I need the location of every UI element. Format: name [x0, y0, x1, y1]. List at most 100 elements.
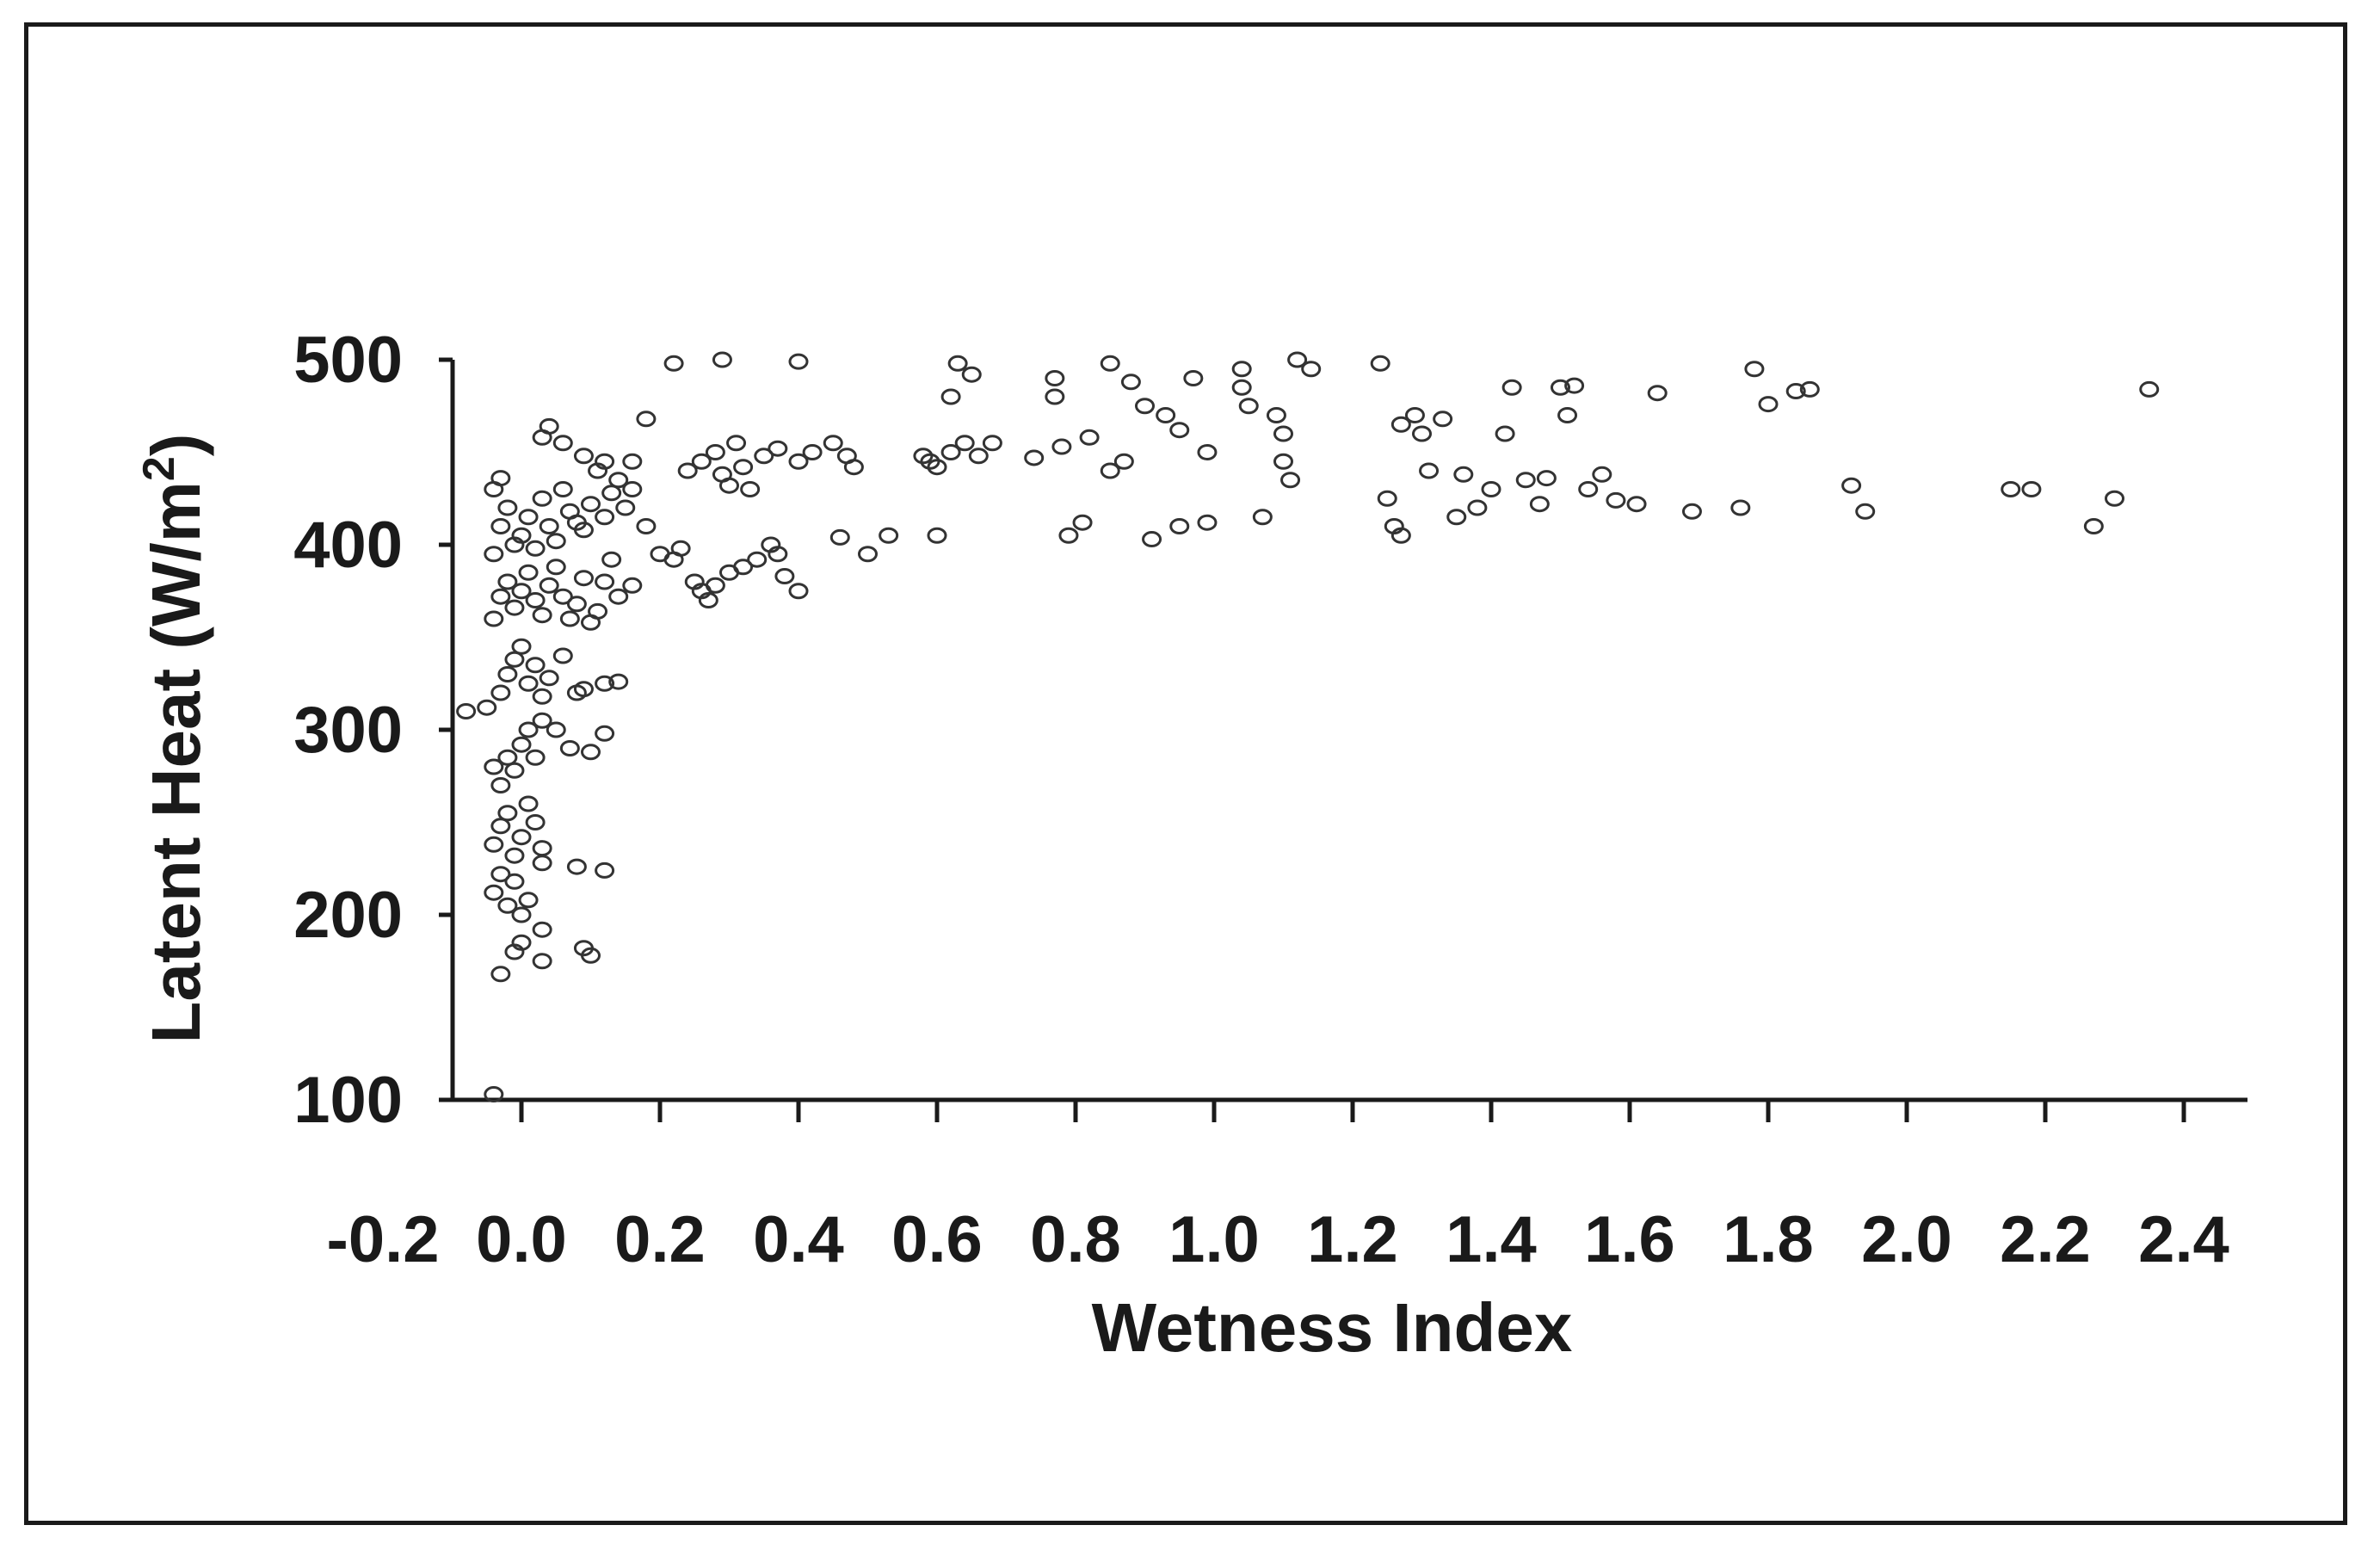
data-point — [829, 528, 850, 546]
data-point — [947, 355, 968, 372]
x-tick-label: -0.2 — [327, 1203, 440, 1276]
data-point — [1183, 370, 1204, 386]
data-point — [927, 527, 947, 544]
x-tick-label: 1.8 — [1723, 1203, 1814, 1276]
data-point — [497, 897, 518, 914]
data-point — [1045, 370, 1065, 386]
data-point — [532, 712, 552, 729]
data-point — [1169, 518, 1190, 534]
x-tick-label: 0.6 — [891, 1203, 983, 1276]
data-point — [1744, 361, 1765, 378]
data-point — [940, 388, 961, 405]
data-point — [1446, 509, 1467, 526]
data-point — [518, 509, 539, 526]
x-tick-label: 1.2 — [1307, 1203, 1398, 1276]
data-point — [581, 744, 601, 761]
data-point — [518, 675, 539, 692]
data-point — [504, 599, 525, 616]
data-point — [490, 866, 511, 883]
data-point — [768, 440, 788, 457]
data-point — [490, 588, 511, 605]
data-point — [1079, 429, 1100, 446]
data-point — [705, 577, 725, 594]
data-point — [546, 559, 566, 576]
x-axis-title: Wetness Index — [1092, 1289, 1573, 1366]
data-point — [511, 934, 532, 951]
data-point — [511, 527, 532, 544]
data-point — [539, 417, 559, 435]
data-point — [484, 610, 504, 627]
data-point — [1273, 425, 1293, 442]
data-point — [1252, 509, 1273, 526]
data-point — [1100, 355, 1120, 372]
data-point — [490, 818, 511, 835]
data-point — [1536, 470, 1557, 487]
x-tick-label: 1.0 — [1168, 1203, 1260, 1276]
data-point — [1231, 379, 1252, 396]
data-point — [968, 448, 989, 465]
data-point — [1370, 355, 1390, 372]
data-point — [1197, 514, 1218, 531]
data-point — [532, 855, 552, 872]
data-point — [532, 490, 552, 507]
data-point — [788, 453, 809, 470]
data-point — [2001, 481, 2021, 497]
x-tick-label: 1.4 — [1446, 1203, 1537, 1276]
x-tick-label: 2.4 — [2138, 1203, 2229, 1276]
x-tick-label: 2.2 — [2000, 1203, 2091, 1276]
data-point — [677, 462, 698, 479]
y-axis-title-main: Latent Heat (W/m — [138, 481, 214, 1043]
data-point — [581, 496, 601, 513]
data-point — [1135, 398, 1155, 415]
data-point — [740, 481, 761, 497]
x-tick-label: 0.8 — [1030, 1203, 1121, 1276]
data-point — [525, 814, 546, 830]
data-point — [511, 906, 532, 923]
data-point — [595, 861, 615, 879]
data-point — [573, 448, 594, 465]
x-tick-label: 2.0 — [1861, 1203, 1952, 1276]
data-point — [1051, 438, 1072, 455]
data-point — [1024, 449, 1045, 466]
data-point — [823, 435, 843, 452]
data-point — [552, 647, 573, 664]
data-point — [622, 577, 643, 594]
data-point — [774, 568, 795, 585]
data-point — [1377, 490, 1397, 507]
data-point — [636, 411, 657, 428]
data-point — [497, 749, 518, 766]
data-point — [539, 577, 559, 594]
data-point — [456, 703, 477, 719]
data-point — [712, 351, 732, 368]
data-point — [518, 795, 539, 812]
y-tick-label: 400 — [293, 509, 403, 582]
y-tick-label: 300 — [293, 694, 403, 767]
data-point — [518, 564, 539, 581]
data-point — [1301, 361, 1322, 378]
data-point — [1606, 491, 1626, 509]
data-point — [1058, 527, 1079, 544]
data-point — [1142, 531, 1162, 548]
data-point — [552, 435, 573, 452]
data-point — [1045, 388, 1065, 405]
data-point — [484, 758, 504, 775]
data-point — [1758, 396, 1779, 413]
y-axis-title-superscript: 2 — [134, 456, 184, 481]
data-point — [525, 749, 546, 766]
data-point — [726, 435, 747, 452]
data-point — [1730, 499, 1751, 516]
data-point — [601, 485, 622, 502]
x-tick-label: 0.2 — [614, 1203, 706, 1276]
data-point — [1841, 477, 1862, 494]
data-point — [484, 546, 504, 563]
data-point — [552, 588, 573, 605]
data-point — [1238, 398, 1259, 415]
data-point — [518, 721, 539, 738]
data-point — [615, 499, 636, 516]
data-point — [601, 551, 622, 568]
data-point — [788, 583, 809, 600]
data-point — [504, 847, 525, 864]
data-point — [497, 805, 518, 822]
data-point — [573, 570, 594, 587]
data-point — [525, 540, 546, 557]
